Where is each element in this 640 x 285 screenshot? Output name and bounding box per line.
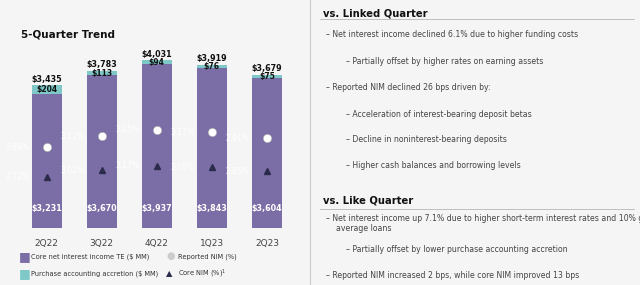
Text: $204: $204 — [36, 85, 58, 94]
Bar — [86, 71, 117, 76]
Text: – Net interest income declined 6.1% due to higher funding costs: – Net interest income declined 6.1% due … — [326, 30, 579, 39]
Bar — [31, 94, 62, 228]
Bar — [86, 76, 117, 228]
Text: $3,435: $3,435 — [31, 75, 62, 84]
Text: $3,670: $3,670 — [86, 204, 117, 213]
Text: $76: $76 — [204, 62, 220, 71]
Bar — [252, 78, 282, 228]
Text: Reported NIM (%): Reported NIM (%) — [178, 253, 237, 260]
Text: $3,231: $3,231 — [31, 204, 62, 213]
Text: – Partially offset by lower purchase accounting accretion: – Partially offset by lower purchase acc… — [346, 245, 567, 254]
Text: 5-Quarter Trend: 5-Quarter Trend — [21, 29, 115, 39]
Text: ■: ■ — [19, 267, 31, 280]
Text: ▲: ▲ — [166, 269, 173, 278]
Text: 3.17%: 3.17% — [170, 128, 194, 137]
Text: – Reported NIM declined 26 bps driven by:: – Reported NIM declined 26 bps driven by… — [326, 83, 491, 92]
Text: $4,031: $4,031 — [141, 50, 172, 59]
Text: 3.17%: 3.17% — [115, 161, 139, 170]
Text: $3,937: $3,937 — [141, 204, 172, 213]
Text: 2.72%: 2.72% — [5, 172, 29, 182]
Text: – Acceleration of interest-bearing deposit betas: – Acceleration of interest-bearing depos… — [346, 110, 531, 119]
Text: ●: ● — [166, 251, 175, 262]
Text: Purchase accounting accretion ($ MM): Purchase accounting accretion ($ MM) — [31, 270, 158, 277]
Text: $3,919: $3,919 — [196, 54, 227, 64]
Text: $94: $94 — [149, 58, 164, 67]
Bar — [141, 64, 172, 228]
Text: 3.10%: 3.10% — [170, 163, 194, 172]
Text: 2.85%: 2.85% — [225, 166, 249, 176]
Text: $113: $113 — [91, 69, 113, 78]
Text: Core net interest income TE ($ MM): Core net interest income TE ($ MM) — [31, 253, 149, 260]
Text: – Partially offset by higher rates on earning assets: – Partially offset by higher rates on ea… — [346, 57, 543, 66]
Text: 2Q23: 2Q23 — [255, 239, 279, 248]
Bar — [196, 65, 227, 68]
Text: 2.89%: 2.89% — [5, 143, 29, 152]
Bar — [141, 60, 172, 64]
Text: $3,843: $3,843 — [196, 204, 227, 213]
Text: $3,604: $3,604 — [252, 204, 282, 213]
Bar — [196, 68, 227, 228]
Text: – Decline in noninterest-bearing deposits: – Decline in noninterest-bearing deposit… — [346, 135, 506, 144]
Text: $3,679: $3,679 — [252, 64, 282, 74]
Text: ■: ■ — [19, 250, 31, 263]
Text: – Reported NIM increased 2 bps, while core NIM improved 13 bps: – Reported NIM increased 2 bps, while co… — [326, 271, 580, 280]
Bar — [31, 85, 62, 94]
Text: $75: $75 — [259, 72, 275, 81]
Text: 3.02%: 3.02% — [60, 166, 84, 174]
Bar — [252, 75, 282, 78]
Text: 4Q22: 4Q22 — [145, 239, 169, 248]
Text: 3Q22: 3Q22 — [90, 239, 114, 248]
Text: 3.12%: 3.12% — [60, 132, 84, 141]
Text: – Higher cash balances and borrowing levels: – Higher cash balances and borrowing lev… — [346, 161, 520, 170]
Text: 2.91%: 2.91% — [225, 134, 249, 142]
Text: vs. Linked Quarter: vs. Linked Quarter — [323, 9, 428, 19]
Text: vs. Like Quarter: vs. Like Quarter — [323, 195, 413, 205]
Text: Core NIM (%)$^1$: Core NIM (%)$^1$ — [178, 267, 227, 280]
Text: 2Q22: 2Q22 — [35, 239, 59, 248]
Text: 3.25%: 3.25% — [115, 125, 139, 134]
Text: $3,783: $3,783 — [86, 60, 117, 69]
Text: 1Q23: 1Q23 — [200, 239, 224, 248]
Text: – Net interest income up 7.1% due to higher short-term interest rates and 10% gr: – Net interest income up 7.1% due to hig… — [326, 214, 640, 233]
